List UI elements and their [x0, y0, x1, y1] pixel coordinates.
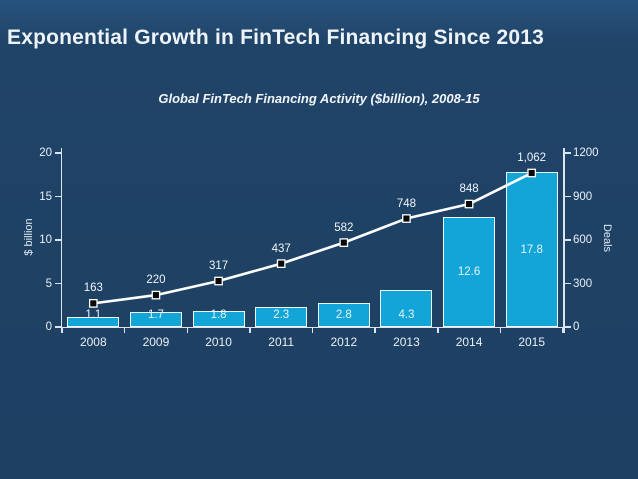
left-axis-tick: [54, 239, 61, 241]
slide-title: Exponential Growth in FinTech Financing …: [7, 26, 545, 49]
right-axis-tick-label: 900: [573, 190, 593, 203]
bar-value-label: 2.8: [335, 309, 352, 321]
deals-marker: [339, 238, 349, 247]
x-axis-label-2008: 2008: [79, 335, 107, 349]
left-axis-tick-label: 15: [39, 190, 52, 203]
left-axis-tick: [54, 282, 61, 285]
deals-value-label: 582: [334, 221, 354, 234]
bar-value-label: 2.3: [273, 309, 290, 321]
left-axis-tick-label: 5: [45, 277, 52, 290]
deals-marker: [88, 299, 98, 308]
deals-value-label: 317: [208, 260, 229, 273]
deals-marker: [151, 290, 161, 300]
deals-value-label: 848: [459, 183, 479, 196]
x-axis-tick: [374, 327, 376, 333]
x-axis-tick: [437, 327, 439, 333]
bar-2009: [129, 312, 182, 327]
x-axis-label-2012: 2012: [330, 335, 358, 349]
right-axis-tick: [564, 326, 571, 328]
right-axis-line: [563, 148, 565, 333]
bar-2012: [317, 302, 370, 327]
bar-value-label: 1.8: [210, 309, 227, 321]
left-axis-tick-label: 20: [39, 147, 52, 159]
right-axis-tick: [564, 152, 571, 154]
deals-value-label: 220: [146, 274, 166, 287]
left-axis-tick: [54, 326, 61, 328]
left-axis-tick-label: 10: [39, 234, 52, 246]
right-axis-tick-label: 1200: [573, 147, 599, 159]
deals-value-label: 437: [271, 242, 291, 255]
x-axis-tick: [249, 327, 251, 333]
left-axis-tick: [54, 195, 61, 198]
left-axis-tick-label: 0: [45, 321, 52, 333]
bar-value-label: 1.7: [147, 309, 164, 321]
right-axis-tick: [564, 282, 571, 285]
x-axis-tick: [61, 327, 63, 333]
chart-title: Global FinTech Financing Activity ($bill…: [158, 91, 480, 106]
x-axis-label-2011: 2011: [268, 335, 295, 349]
left-axis-tick: [54, 152, 61, 154]
deals-value-label: 163: [83, 282, 103, 295]
x-axis-label-2009: 2009: [142, 335, 170, 349]
bar-value-label: 12.6: [457, 266, 481, 279]
bar-value-label: 1.1: [85, 309, 102, 321]
x-axis-label-2013: 2013: [393, 335, 420, 349]
x-axis-label-2010: 2010: [205, 335, 232, 349]
x-axis-tick: [311, 327, 314, 333]
left-axis-line: [60, 148, 62, 333]
bar-value-label: 4.3: [398, 309, 415, 321]
right-axis-tick-label: 0: [573, 321, 580, 333]
bar-2010: [192, 311, 245, 327]
x-axis-label-2015: 2015: [518, 335, 546, 349]
deals-marker: [276, 259, 286, 268]
deals-value-label: 1,062: [517, 152, 547, 164]
right-axis-tick: [564, 239, 571, 241]
x-axis-tick: [562, 327, 564, 333]
x-axis-label-2014: 2014: [455, 335, 483, 349]
x-axis-tick: [499, 327, 502, 333]
deals-marker: [402, 214, 411, 223]
bar-value-label: 17.8: [520, 243, 543, 256]
right-axis-tick-label: 600: [573, 234, 593, 246]
x-axis-tick: [186, 327, 188, 333]
right-axis-tick: [564, 195, 571, 198]
x-axis-tick: [123, 327, 126, 333]
deals-marker: [464, 199, 474, 209]
right-axis-tick-label: 300: [573, 277, 593, 290]
bar-2011: [255, 306, 308, 327]
deals-marker: [214, 276, 223, 286]
deals-value-label: 748: [396, 197, 417, 210]
